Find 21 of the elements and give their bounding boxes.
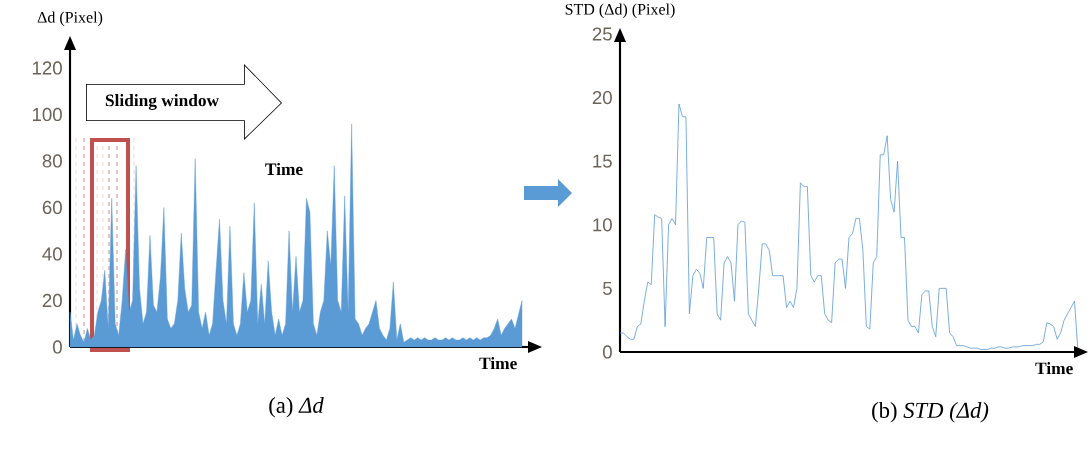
x-axis-title: Time	[479, 357, 517, 370]
text: (b) STD (Δd)	[872, 402, 989, 423]
y-tick-label: 0	[52, 340, 62, 354]
y-tick-label: 120	[32, 61, 62, 75]
y-tick-label: 10	[593, 218, 612, 232]
y-tick-label: 25	[592, 27, 612, 41]
y-axis-title: Δd (Pixel)	[37, 11, 103, 26]
y-tick-label: 5	[603, 281, 612, 295]
y-tick-label: 20	[42, 293, 62, 308]
y-tick-label: 60	[42, 200, 62, 215]
y-tick-label: 40	[42, 247, 62, 261]
annotation: Time	[265, 162, 303, 176]
y-tick-label: 80	[42, 154, 62, 168]
y-tick-label: 20	[592, 90, 612, 105]
y-tick-label: 0	[602, 345, 612, 359]
x-axis-title: Time	[1035, 362, 1073, 375]
annotation: Sliding window	[105, 94, 219, 110]
y-tick-label: 15	[593, 154, 612, 168]
y-axis-title: STD (Δd) (Pixel)	[565, 3, 675, 18]
text: (a) Δd	[269, 397, 324, 418]
y-tick-label: 100	[32, 107, 62, 122]
